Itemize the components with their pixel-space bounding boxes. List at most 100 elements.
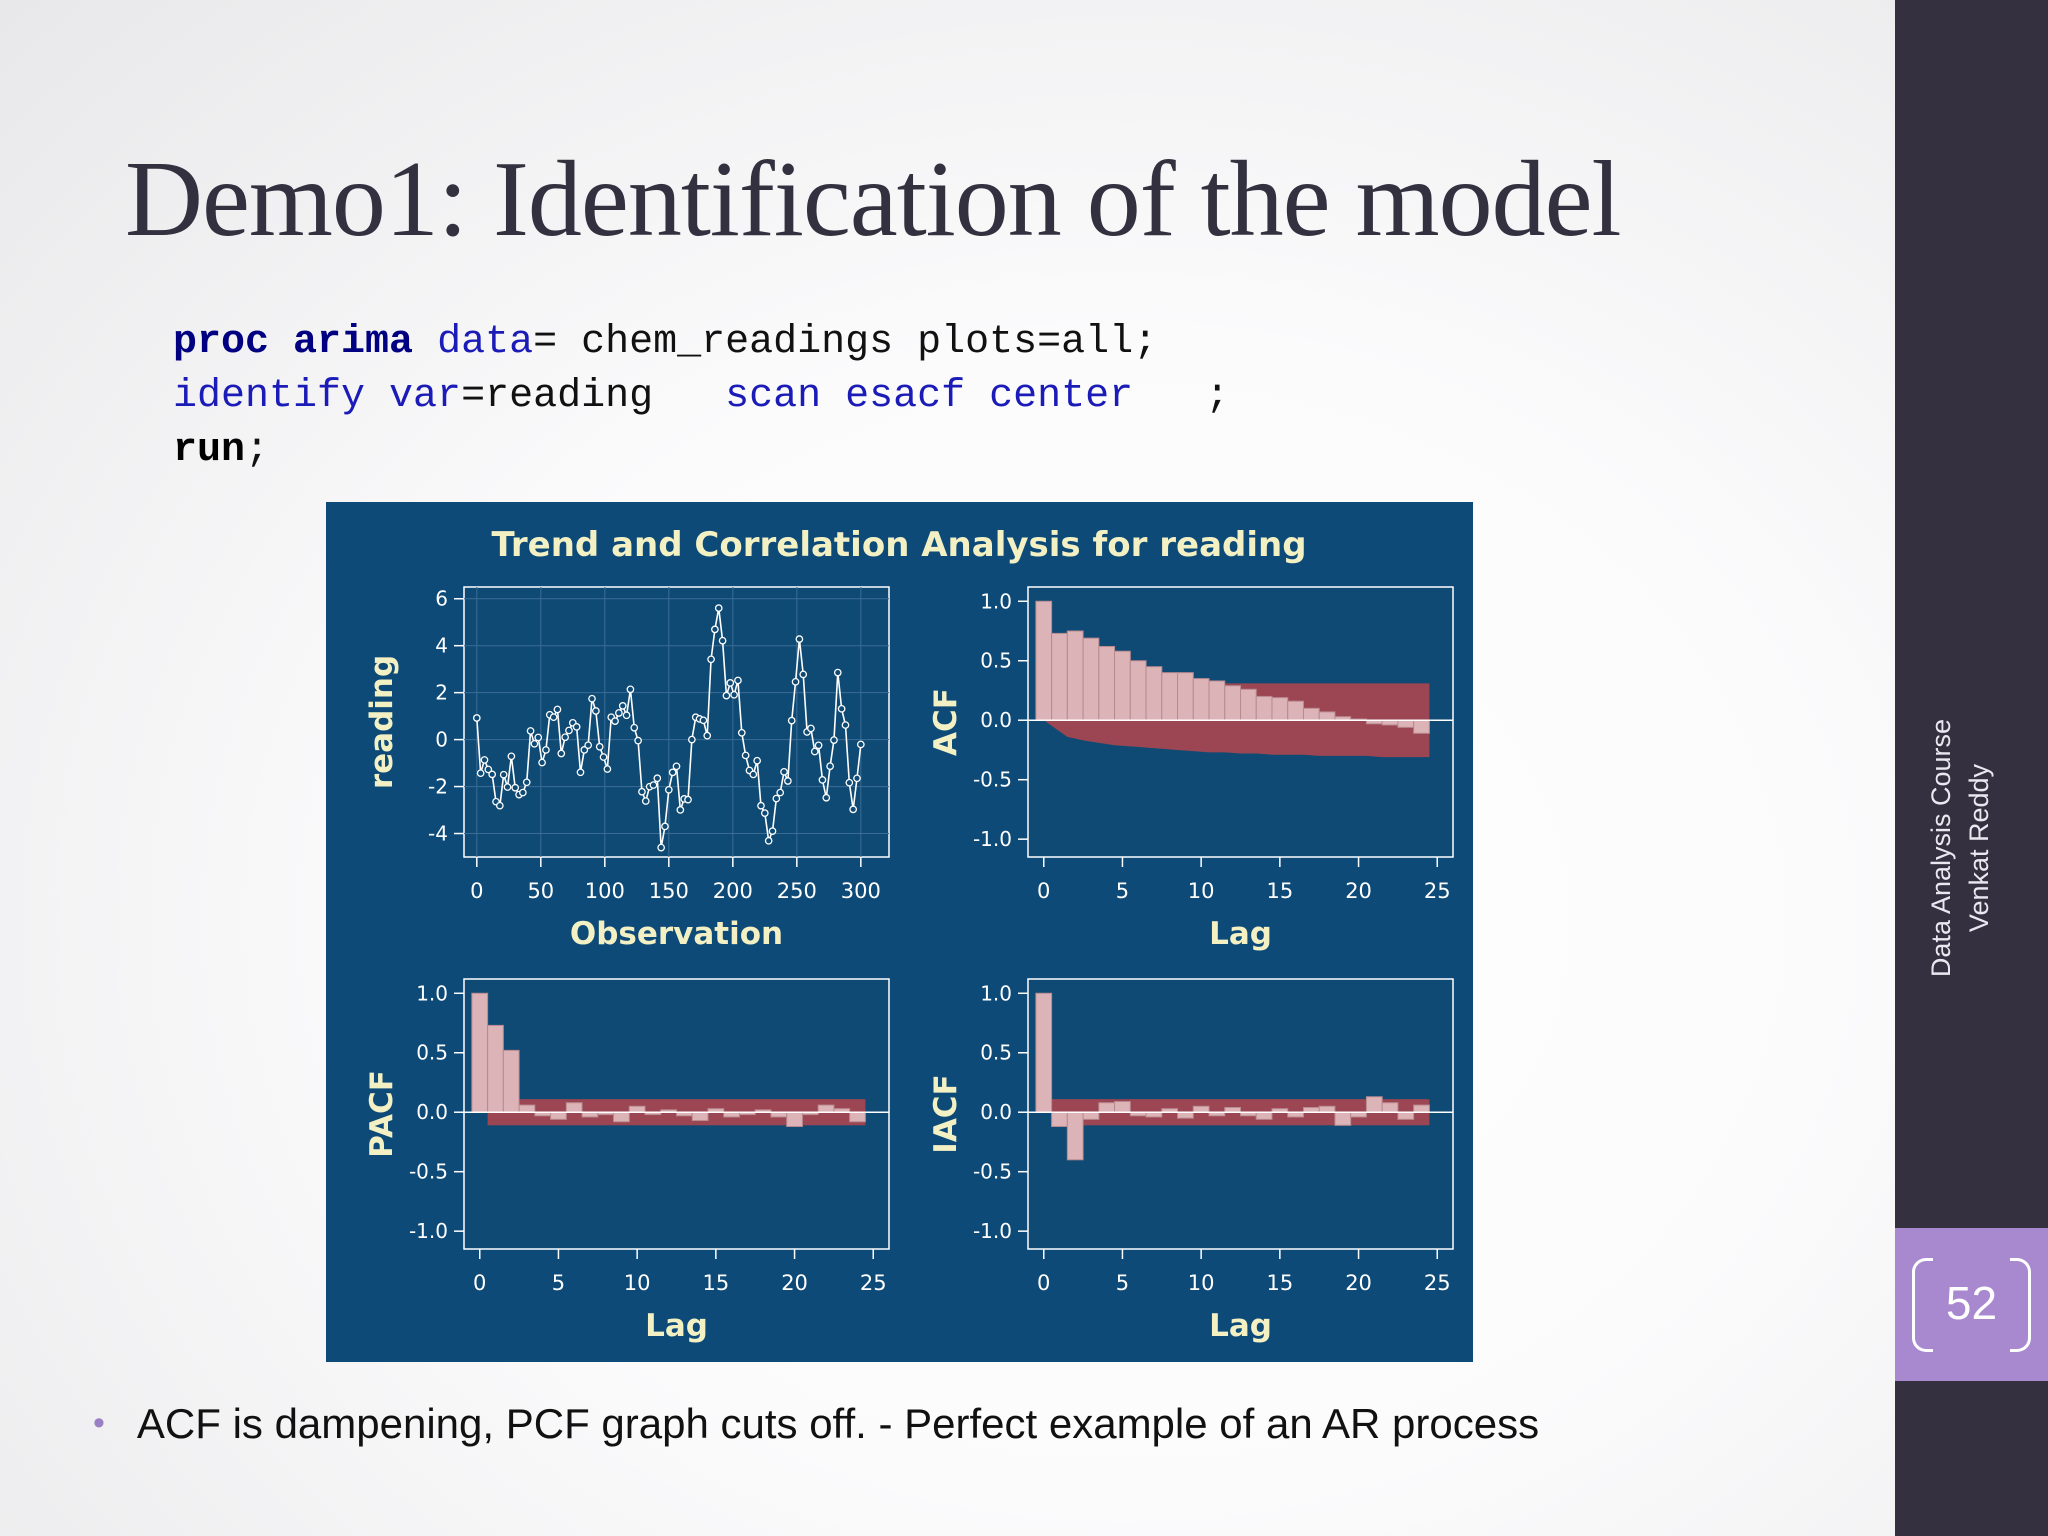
x-tick-label: 250 [777,879,817,903]
code-line-1: proc arima data= chem_readings plots=all… [173,316,1229,370]
reading-series-point [826,762,834,771]
x-tick-label: 25 [1424,1271,1451,1295]
x-tick-label: 20 [781,1271,808,1295]
y-tick-label: 1.0 [416,981,448,1005]
reading-series-point [557,749,566,758]
code-keyword: proc [173,320,270,365]
code-line-3: run; [173,424,1229,478]
code-keyword: arima [293,320,414,365]
y-axis-label: reading [364,655,400,789]
footer-author: Venkat Reddy [1964,763,1994,933]
correlation-bar [1051,1111,1068,1127]
reading-series-point [707,655,715,664]
correlation-bar [1271,697,1289,721]
x-axis-label: Observation [570,916,783,952]
reading-series-point [849,805,858,814]
reading-series-point [511,783,520,792]
reading-series-point [718,636,727,645]
reading-series-point [791,677,800,686]
y-axis-label: PACF [364,1070,400,1158]
y-tick-label: 0.0 [980,708,1012,732]
correlation-bar [1177,1111,1194,1119]
reading-series-point [657,843,665,852]
correlation-bar [1318,1105,1336,1113]
reading-series-point [664,785,673,794]
reading-series-point [780,767,788,776]
reading-series-point [668,768,677,777]
reading-series-point [526,727,535,735]
x-tick-label: 150 [649,879,689,903]
reading-series-point [726,679,735,687]
x-tick-label: 5 [1116,879,1129,903]
reading-series-point [830,736,838,744]
x-axis-label: Lag [1209,916,1272,952]
y-tick-label: -1.0 [973,827,1012,851]
y-tick-label: 2 [435,681,448,705]
correlation-bar [628,1105,646,1113]
code-line-2: identify var=reading scan esacf center ; [173,370,1229,424]
x-axis-label: Lag [1209,1308,1272,1344]
correlation-bar [1082,1111,1100,1120]
reading-series-point [822,793,831,802]
code-option: data [437,320,534,365]
y-tick-label: 0.5 [980,649,1012,673]
reading-series-point [611,717,619,725]
sas-code-block: proc arima data= chem_readings plots=all… [173,316,1229,478]
reading-series-point [837,704,846,713]
reading-series-point [757,801,765,810]
reading-series-point [538,758,546,767]
reading-series-point [519,788,527,797]
y-axis-label: IACF [928,1074,964,1153]
reading-series-point [795,635,804,643]
y-axis-label: ACF [928,688,964,756]
correlation-bar [518,1104,536,1113]
correlation-bar [1397,719,1415,728]
y-tick-label: -0.5 [973,1160,1012,1184]
reading-series-point [845,778,854,787]
page-number: 52 [1945,1277,1998,1329]
reading-series-point [722,691,731,700]
correlation-bar [1287,700,1304,721]
bullet-text: ACF is dampening, PCF graph cuts off. - … [136,1400,1540,1447]
reading-series-point [688,735,696,744]
correlation-bar [1240,688,1257,721]
x-tick-label: 100 [585,879,625,903]
reading-series-point [472,714,481,722]
x-tick-label: 0 [1037,1271,1050,1295]
correlation-bar [1161,672,1179,721]
reading-series-point [549,713,558,722]
reading-series-point [476,769,485,778]
reading-series-point [638,787,646,796]
bullet-item: • ACF is dampening, PCF graph cuts off. -… [93,1400,1539,1448]
x-tick-label: 25 [860,1271,887,1295]
reading-series-point [841,721,850,729]
y-tick-label: 0 [435,728,448,752]
trend-correlation-panel: Trend and Correlation Analysis for readi… [326,502,1473,1362]
reading-series-point [542,746,550,754]
correlation-bar [550,1111,567,1120]
reading-series-point [630,723,639,732]
correlation-bar [1318,711,1336,721]
correlation-bar [1035,992,1053,1113]
bullet-dot-icon: • [93,1404,105,1442]
slide-title: Demo1: Identification of the model [125,140,1622,259]
correlation-bar [1066,630,1084,721]
correlation-bar [817,1104,835,1113]
correlation-bar [786,1111,803,1127]
y-tick-label: 1.0 [980,981,1012,1005]
correlation-bar [1035,600,1053,721]
correlation-bar [1145,666,1163,721]
code-text: =reading [461,374,654,419]
reading-series-point [599,753,608,761]
reading-series-point [703,731,712,740]
reading-series-point [507,752,516,761]
y-tick-label: 0.5 [980,1041,1012,1065]
reading-series-point [499,770,508,779]
reading-series-point [603,765,612,773]
y-tick-label: -0.5 [973,768,1012,792]
x-tick-label: 15 [1266,879,1293,903]
reading-series-point [799,670,808,679]
reading-series-point [753,756,761,765]
correlation-bar [613,1111,630,1123]
reading-series-point [810,747,819,756]
